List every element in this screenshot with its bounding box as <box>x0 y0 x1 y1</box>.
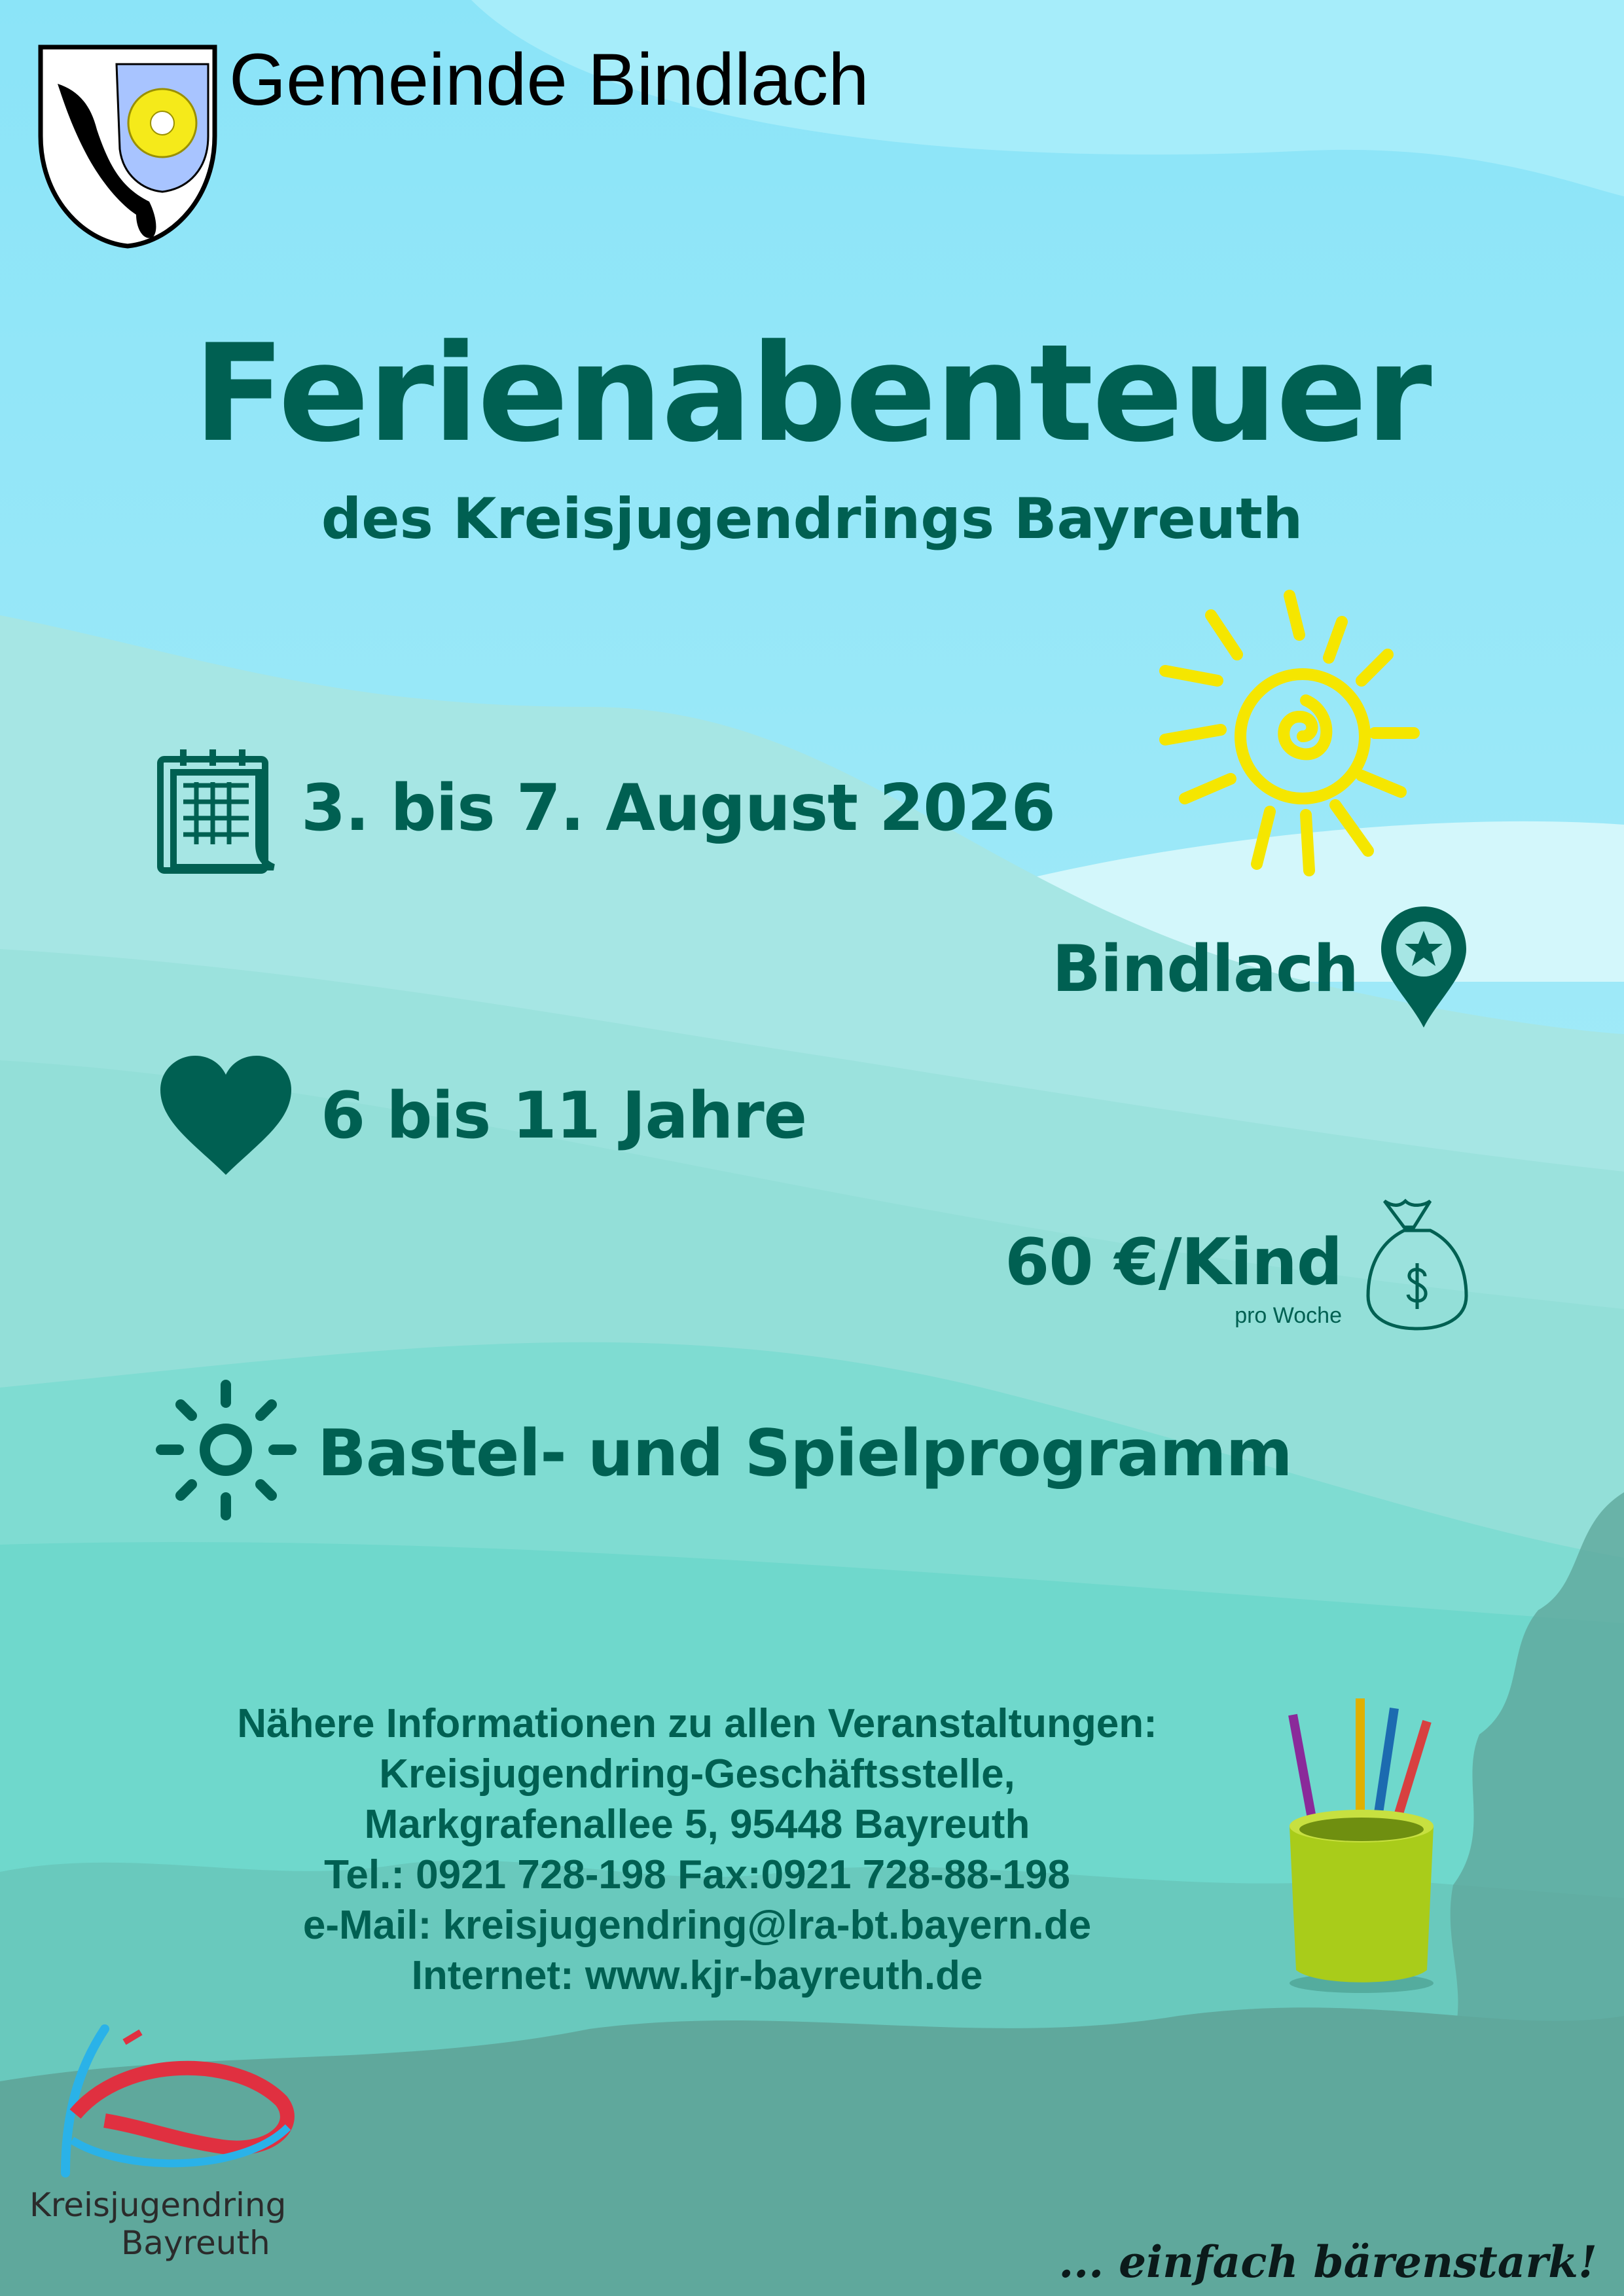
page-title: Ferienabenteuer <box>193 316 1432 472</box>
kjr-logo-line2: Bayreuth <box>121 2224 270 2262</box>
money-bag-icon <box>1366 1198 1468 1331</box>
heart-icon <box>160 1056 291 1175</box>
contact-website[interactable]: Internet: www.kjr-bayreuth.de <box>411 1953 983 1998</box>
calendar-icon <box>157 749 276 874</box>
slogan: ... einfach bärenstark! <box>1058 2236 1597 2287</box>
kjr-logo-line1: Kreisjugendring <box>29 2186 287 2224</box>
contact-address: Markgrafenallee 5, 95448 Bayreuth <box>364 1802 1030 1847</box>
price: 60 €/Kind <box>1005 1225 1343 1300</box>
contact-heading: Nähere Informationen zu allen Veranstalt… <box>237 1701 1157 1746</box>
kjr-logo-text: Kreisjugendring Bayreuth <box>29 2186 286 2262</box>
contact-phone-fax: Tel.: 0921 728-198 Fax:0921 728-88-198 <box>324 1852 1070 1897</box>
page-subtitle: des Kreisjugendrings Bayreuth <box>321 486 1303 552</box>
contact-info: Nähere Informationen zu allen Veranstalt… <box>0 1698 1394 2001</box>
contact-email[interactable]: e-Mail: kreisjugendring@lra-bt.bayern.de <box>302 1903 1092 1948</box>
map-pin-star-icon <box>1381 906 1466 1028</box>
coat-of-arms <box>38 45 217 249</box>
kjr-logo <box>61 2024 295 2178</box>
price-note: pro Woche <box>1235 1303 1342 1328</box>
sun-outline-icon <box>156 1380 297 1520</box>
program: Bastel- und Spielprogramm <box>317 1416 1293 1491</box>
contact-office: Kreisjugendring-Geschäftsstelle, <box>379 1751 1015 1797</box>
age-range: 6 bis 11 Jahre <box>321 1079 807 1153</box>
sun-icon <box>1159 590 1420 876</box>
event-date: 3. bis 7. August 2026 <box>301 771 1056 846</box>
pencil-cup-icon <box>1288 1698 1434 1993</box>
event-location: Bindlach <box>1052 932 1359 1007</box>
municipality-name: Gemeinde Bindlach <box>229 39 869 120</box>
